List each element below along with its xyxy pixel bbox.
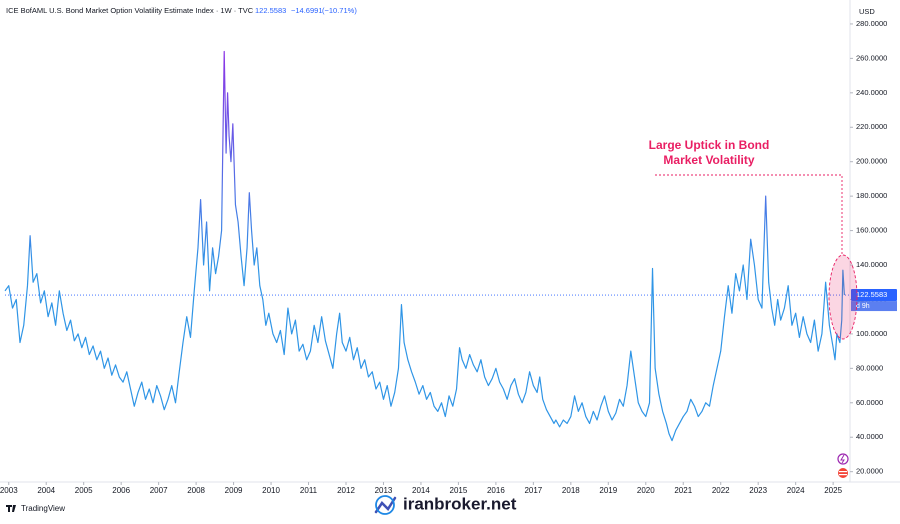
- x-tick-label: 2007: [150, 486, 168, 495]
- price-tag: [851, 289, 897, 302]
- x-tick-label: 2025: [824, 486, 842, 495]
- y-tick-label: 140.0000: [856, 260, 887, 269]
- watermark: iranbroker.net: [403, 494, 517, 513]
- annotation: Large Uptick in Bond Market Volatility: [649, 138, 770, 167]
- x-tick-label: 2010: [262, 486, 280, 495]
- countdown-bg: [851, 301, 897, 312]
- change: −14.6991: [291, 6, 323, 15]
- x-tick-label: 2015: [450, 486, 468, 495]
- chart-title: ICE BofAML U.S. Bond Market Option Volat…: [6, 6, 254, 15]
- annotation-group: Large Uptick in Bond Market Volatility: [649, 138, 858, 340]
- annotation-leader: [655, 174, 843, 255]
- y-tick-label: 40.0000: [856, 432, 883, 441]
- icon: [839, 474, 847, 476]
- y-tick-label: 200.0000: [856, 157, 887, 166]
- x-tick-label: 2023: [749, 486, 767, 495]
- side-icons: [837, 453, 849, 478]
- x-tick-label: 2012: [337, 486, 355, 495]
- x-tick-label: 2021: [674, 486, 692, 495]
- x-tick-label: 2016: [487, 486, 505, 495]
- x-tick-label: 2003: [0, 486, 18, 495]
- y-tick-label: 220.0000: [856, 122, 887, 131]
- x-tick-label: 2017: [524, 486, 542, 495]
- icon: [837, 453, 849, 465]
- x-tick-label: 2024: [787, 486, 805, 495]
- x-tick-label: 2004: [37, 486, 55, 495]
- x-tick-label: 2018: [562, 486, 580, 495]
- x-tick-label: 2014: [412, 486, 430, 495]
- tradingview-logo: TradingView: [6, 504, 65, 513]
- x-tick-label: 2022: [712, 486, 730, 495]
- x-tick-label: 2008: [187, 486, 205, 495]
- x-tick-label: 2019: [599, 486, 617, 495]
- icon: [838, 468, 848, 478]
- y-tick-label: 240.0000: [856, 88, 887, 97]
- y-tick-label: 20.0000: [856, 467, 883, 476]
- x-tick-label: 2013: [375, 486, 393, 495]
- watermark-icon: [374, 496, 397, 514]
- footer: TradingView: [21, 504, 65, 513]
- x-tick-label: 2020: [637, 486, 655, 495]
- x-tick-label: 2006: [112, 486, 130, 495]
- change-percent: (−10.71%): [322, 6, 357, 15]
- watermark-icon: [375, 495, 395, 515]
- watermark-group: iranbroker.net: [372, 493, 517, 518]
- icon: [839, 471, 847, 473]
- y-tick-label: 280.0000: [856, 19, 887, 28]
- logo-mark: [6, 505, 16, 512]
- y-tick-label: 180.0000: [856, 191, 887, 200]
- y-tick-label: 260.0000: [856, 53, 887, 62]
- y-tick-label: 80.0000: [856, 363, 883, 372]
- countdown: d 9h: [856, 303, 870, 310]
- x-tick-label: 2011: [300, 486, 318, 495]
- icon: [840, 454, 845, 464]
- y-tick-label: 100.0000: [856, 329, 887, 338]
- y-tick-label: 60.0000: [856, 398, 883, 407]
- series-line: [4, 50, 845, 442]
- currency: USD: [859, 7, 875, 16]
- x-tick-label: 2009: [225, 486, 243, 495]
- annotation-highlight: [828, 254, 858, 340]
- x-tick-label: 2005: [75, 486, 93, 495]
- last-value: 122.5583: [255, 6, 286, 15]
- plot: 122.5583 d 9h: [4, 50, 897, 442]
- y-tick-label: 160.0000: [856, 226, 887, 235]
- price-tag-label: 122.5583: [856, 290, 887, 299]
